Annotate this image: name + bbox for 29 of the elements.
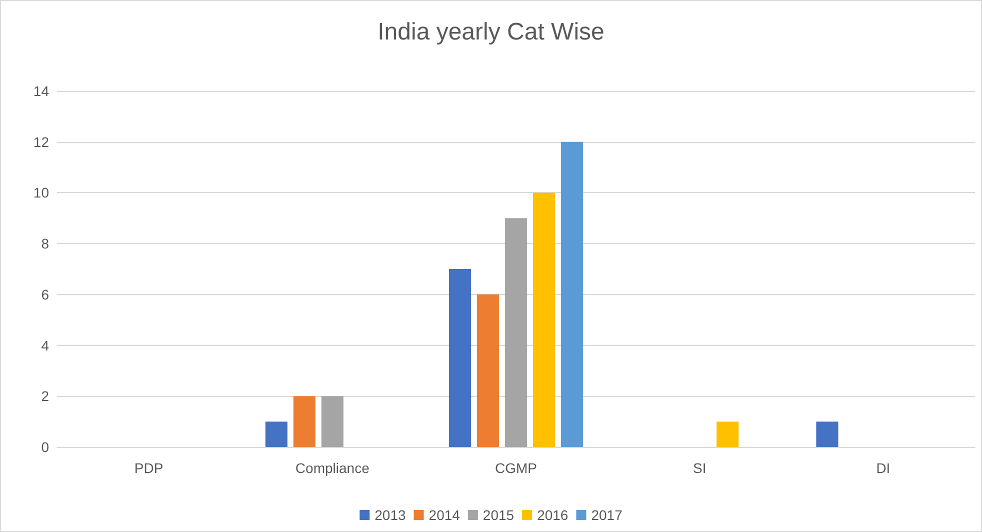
- x-tick-label: Compliance: [295, 460, 370, 476]
- legend-label: 2015: [482, 507, 514, 523]
- x-tick-label: SI: [692, 460, 706, 476]
- bar: [504, 218, 528, 447]
- bar: [816, 422, 838, 447]
- x-tick-label: DI: [876, 460, 890, 476]
- y-tick-label: 6: [41, 286, 50, 302]
- y-tick-label: 0: [41, 439, 50, 455]
- legend-label: 2014: [428, 507, 460, 523]
- chart-title: India yearly Cat Wise: [378, 18, 604, 46]
- legend-label: 2013: [374, 507, 406, 523]
- bar: [293, 396, 316, 447]
- y-tick-label: 8: [41, 236, 50, 252]
- y-tick-label: 4: [41, 337, 50, 354]
- bar: [532, 192, 556, 447]
- bar: [265, 422, 288, 447]
- bar: [476, 294, 500, 447]
- y-tick-label: 14: [33, 83, 50, 99]
- bar: [716, 422, 739, 447]
- bar: [321, 396, 344, 447]
- y-tick-label: 10: [33, 184, 50, 201]
- x-tick-label: PDP: [134, 460, 164, 476]
- y-tick-label: 2: [41, 388, 50, 404]
- x-tick-label: CGMP: [495, 460, 537, 476]
- legend-label: 2017: [591, 507, 623, 523]
- bar: [448, 269, 472, 447]
- legend-label: 2016: [537, 507, 568, 523]
- y-tick-label: 12: [33, 134, 50, 150]
- bar: [560, 142, 584, 447]
